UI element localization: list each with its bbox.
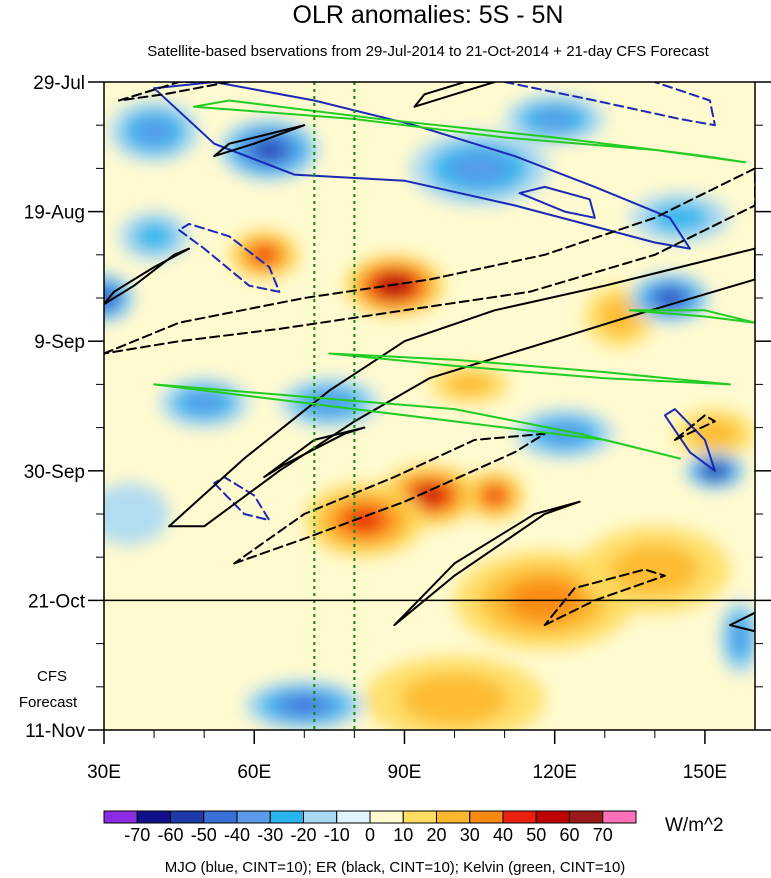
y-tick-label-0: 29-Jul — [33, 73, 85, 94]
anomaly-blob-4-level-3 — [252, 246, 276, 264]
colorbar-swatch-13 — [535, 810, 570, 824]
colorbar-swatch-14 — [569, 810, 604, 824]
anomaly-blob-15-level-2 — [134, 118, 174, 145]
colorbar-swatch-10 — [436, 810, 471, 824]
colorbar-label-10: 30 — [460, 825, 480, 845]
contour-kelvin-top — [193, 99, 746, 164]
colorbar-label-8: 10 — [393, 825, 413, 845]
anomaly-blob-18-level-2 — [184, 392, 224, 414]
colorbar-label-9: 20 — [426, 825, 446, 845]
anomaly-blob-12-level-4 — [658, 291, 681, 305]
colorbar-swatch-8 — [369, 810, 404, 824]
colorbar-label-4: -30 — [257, 825, 283, 845]
x-tick-label-0: 30E — [87, 762, 121, 783]
contour-mjo-inner — [518, 185, 596, 219]
colorbar-swatch-6 — [303, 810, 338, 824]
wave-contours — [104, 82, 755, 633]
contour-er-solid-bottom — [393, 500, 581, 627]
x-tick-label-4: 150E — [683, 762, 727, 783]
chart-subtitle: Satellite-based bservations from 29-Jul-… — [147, 43, 709, 60]
anomaly-field — [104, 94, 755, 730]
contour-er-top-right — [413, 82, 496, 108]
colorbar-swatch-1 — [136, 810, 171, 824]
colorbar-swatch-4 — [236, 810, 271, 824]
colorbar-label-7: 0 — [365, 825, 375, 845]
colorbar-label-13: 60 — [559, 825, 579, 845]
contour-er-dashed-mid — [104, 167, 755, 355]
contour-er-dashed-right-small — [673, 414, 716, 441]
anomaly-blob-8-level-1 — [400, 673, 509, 726]
contour-er-dashed-lower — [233, 432, 546, 565]
colorbar-label-6: -10 — [324, 825, 350, 845]
reference-lines — [313, 82, 356, 730]
anomaly-blob-25-level-1 — [133, 221, 176, 252]
anomaly-blob-1-level-4 — [415, 487, 444, 504]
contour-mjo-top-positive — [503, 82, 716, 127]
contour-er-top-small — [213, 124, 306, 158]
contour-mjo-mid-positive — [178, 222, 281, 293]
contour-mjo-negative-large — [153, 82, 691, 250]
x-tick-label-3: 120E — [533, 762, 577, 783]
contour-kelvin-upper-mid — [328, 352, 731, 386]
y-tick-label-2: 9-Sep — [34, 332, 85, 353]
forecast-label-line1: CFS — [37, 668, 67, 685]
colorbar-swatch-0 — [103, 810, 138, 824]
anomaly-blob-6-level-1 — [609, 543, 700, 596]
colorbar-swatch-12 — [502, 810, 537, 824]
plot-frame — [103, 81, 756, 731]
anomaly-blob-10-level-1 — [445, 373, 494, 396]
colorbar-label-0: -70 — [124, 825, 150, 845]
y-tick-label-4: 21-Oct — [28, 591, 86, 612]
anomaly-blob-20-level-2 — [449, 152, 510, 185]
chart-footer: MJO (blue, CINT=10); ER (black, CINT=10)… — [165, 859, 626, 876]
colorbar-swatch-5 — [269, 810, 304, 824]
x-tick-label-2: 90E — [388, 762, 422, 783]
anomaly-blob-9-level-1 — [598, 298, 641, 336]
colorbar-label-5: -20 — [290, 825, 316, 845]
colorbar-label-12: 50 — [526, 825, 546, 845]
colorbar-units: W/m^2 — [665, 815, 724, 836]
anomaly-blob-24-level-1 — [649, 202, 710, 233]
colorbar-swatch-9 — [402, 810, 437, 824]
contour-er-band-inner — [263, 426, 366, 478]
colorbar-label-11: 40 — [493, 825, 513, 845]
anomaly-blob-23-level-0 — [104, 483, 170, 545]
colorbar-label-14: 70 — [593, 825, 613, 845]
chart-title: OLR anomalies: 5S - 5N — [293, 1, 564, 29]
anomaly-blob-11-level-4 — [255, 141, 283, 159]
plot-area — [103, 81, 756, 731]
x-tick-label-1: 60E — [237, 762, 271, 783]
contour-mjo-right-negative — [663, 408, 716, 472]
colorbar-swatch-3 — [203, 810, 238, 824]
anomaly-blob-19-level-3 — [284, 697, 325, 714]
y-tick-label-3: 30-Sep — [24, 462, 85, 483]
colorbar-label-3: -40 — [224, 825, 250, 845]
y-tick-label-5: 11-Nov — [25, 721, 85, 742]
forecast-label-line2: Forecast — [19, 694, 78, 711]
colorbar-swatch-15 — [602, 810, 637, 824]
anomaly-blob-2-level-3 — [344, 507, 385, 533]
colorbar-swatch-11 — [469, 810, 504, 824]
y-tick-label-1: 19-Aug — [24, 203, 85, 224]
colorbar-label-2: -50 — [191, 825, 217, 845]
contour-er-dashed-bottom-right — [543, 568, 666, 627]
anomaly-blob-21-level-2 — [533, 108, 577, 130]
colorbar: -70 -60 -50 -40 -30 -20 -10 0 10 20 30 40 50 60 70 — [103, 810, 637, 845]
contour-er-dashed-top — [118, 82, 231, 102]
colorbar-swatch-7 — [336, 810, 371, 824]
contour-er-solid-right-bottom — [729, 611, 755, 633]
colorbar-label-1: -60 — [157, 825, 183, 845]
contour-kelvin-right — [628, 309, 755, 324]
contour-kelvin-mid — [153, 383, 681, 460]
anomaly-blob-3-level-3 — [484, 487, 505, 504]
colorbar-swatch-2 — [170, 810, 205, 824]
contour-er-left — [104, 247, 191, 306]
